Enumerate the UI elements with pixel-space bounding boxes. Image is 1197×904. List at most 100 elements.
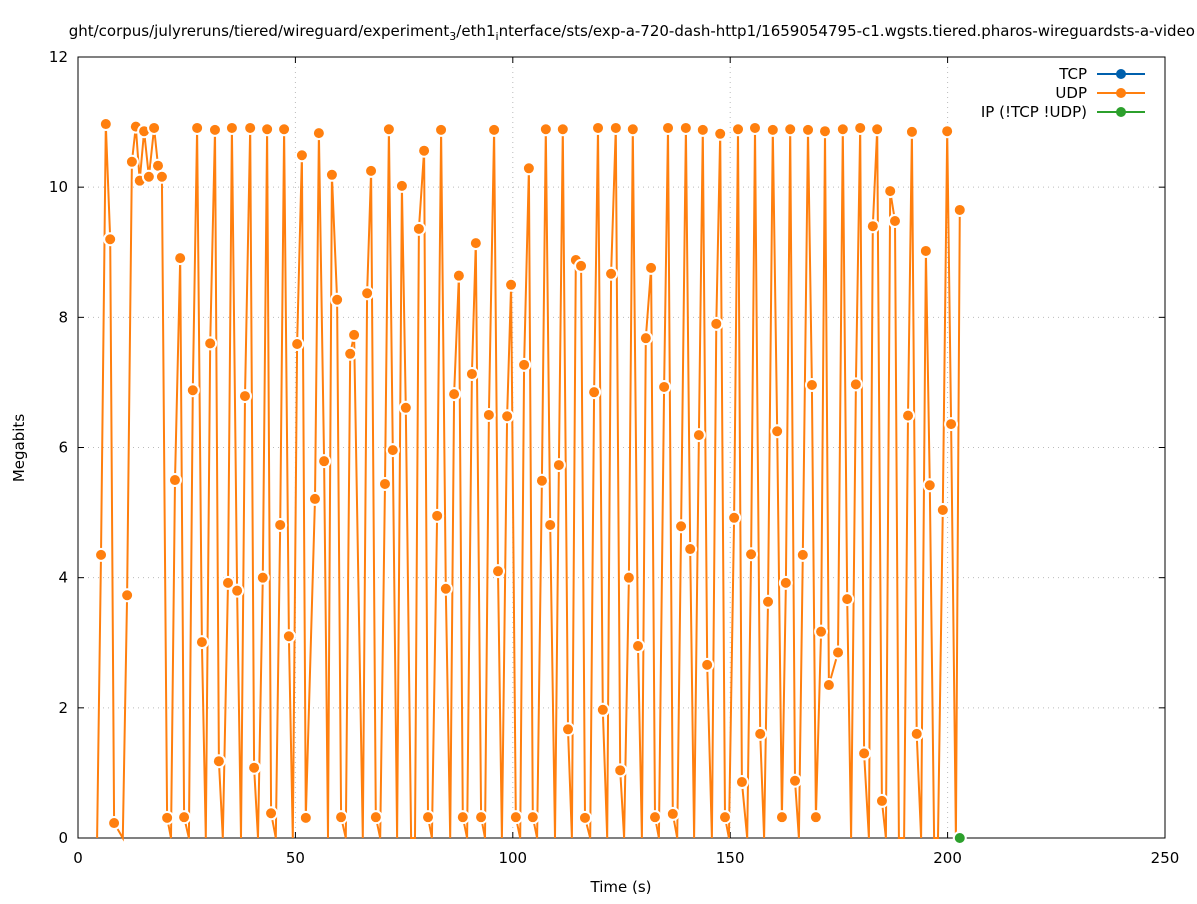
data-point xyxy=(381,122,396,137)
data-point xyxy=(124,154,139,169)
x-axis-label: Time (s) xyxy=(590,878,652,896)
data-point xyxy=(683,542,698,557)
data-point xyxy=(177,810,192,825)
data-point xyxy=(521,161,536,176)
y-tick-label: 2 xyxy=(58,699,68,717)
data-point xyxy=(517,357,532,372)
data-point xyxy=(944,417,959,432)
data-point xyxy=(727,510,742,525)
data-point xyxy=(870,122,885,137)
data-point xyxy=(364,163,379,178)
data-point xyxy=(595,702,610,717)
data-point xyxy=(185,383,200,398)
data-point xyxy=(713,126,728,141)
legend-label: TCP xyxy=(1058,65,1087,83)
axis-ticks: 0 2 4 6 8 10 12 0 50 100 150 200 250 xyxy=(49,48,1179,867)
data-point xyxy=(360,286,375,301)
data-point xyxy=(421,810,436,825)
data-point xyxy=(717,810,732,825)
legend-marker xyxy=(1116,88,1126,98)
data-point xyxy=(770,424,785,439)
data-point xyxy=(922,478,937,493)
data-point xyxy=(904,124,919,139)
data-point xyxy=(237,389,252,404)
data-point xyxy=(290,337,305,352)
data-point xyxy=(500,409,515,424)
data-point xyxy=(631,639,646,654)
data-point xyxy=(438,581,453,596)
x-tick-label: 50 xyxy=(286,849,305,867)
data-point xyxy=(255,570,270,585)
data-point xyxy=(935,502,950,517)
data-point xyxy=(734,775,749,790)
data-point xyxy=(831,645,846,660)
legend-marker xyxy=(1116,107,1126,117)
data-point xyxy=(311,126,326,141)
data-point xyxy=(394,178,409,193)
y-axis-label: Megabits xyxy=(10,414,28,482)
data-point xyxy=(273,517,288,532)
data-point xyxy=(377,476,392,491)
data-point xyxy=(561,722,576,737)
data-point xyxy=(298,810,313,825)
data-point xyxy=(817,124,832,139)
data-point xyxy=(804,378,819,393)
data-point xyxy=(294,148,309,163)
data-point xyxy=(154,169,169,184)
data-point xyxy=(368,810,383,825)
data-point xyxy=(808,810,823,825)
data-point xyxy=(411,221,426,236)
data-point xyxy=(230,583,245,598)
data-point xyxy=(107,816,122,831)
data-point xyxy=(901,408,916,423)
data-point xyxy=(555,122,570,137)
data-point xyxy=(848,377,863,392)
data-point xyxy=(657,379,672,394)
plot-border xyxy=(77,56,1166,839)
legend-label: IP (!TCP !UDP) xyxy=(981,103,1087,121)
data-point xyxy=(801,122,816,137)
data-point xyxy=(474,810,489,825)
data-point xyxy=(625,122,640,137)
data-point xyxy=(103,232,118,247)
x-tick-label: 200 xyxy=(933,849,962,867)
data-point xyxy=(94,547,109,562)
data-point xyxy=(468,236,483,251)
data-point xyxy=(647,810,662,825)
data-point xyxy=(674,519,689,534)
data-point xyxy=(398,400,413,415)
data-point xyxy=(840,592,855,607)
data-point xyxy=(608,120,623,135)
data-point xyxy=(783,122,798,137)
data-point xyxy=(190,120,205,135)
data-point xyxy=(491,564,506,579)
x-tick-label: 250 xyxy=(1151,849,1180,867)
data-point xyxy=(307,491,322,506)
data-point xyxy=(343,346,358,361)
data-point xyxy=(774,810,789,825)
data-point xyxy=(787,773,802,788)
data-point xyxy=(952,202,967,217)
data-point xyxy=(587,385,602,400)
y-tick-label: 0 xyxy=(58,829,68,847)
data-point xyxy=(638,331,653,346)
data-point xyxy=(747,120,762,135)
data-point xyxy=(753,726,768,741)
grid xyxy=(78,57,1165,838)
data-point xyxy=(814,624,829,639)
title-subscript: i xyxy=(496,30,499,43)
data-point xyxy=(203,336,218,351)
data-point xyxy=(574,258,589,273)
data-point xyxy=(487,122,502,137)
data-point xyxy=(504,277,519,292)
x-tick-label: 150 xyxy=(716,849,745,867)
data-point xyxy=(865,219,880,234)
data-point xyxy=(455,810,470,825)
data-point xyxy=(264,806,279,821)
data-point xyxy=(644,260,659,275)
data-point xyxy=(434,122,449,137)
data-point xyxy=(731,122,746,137)
data-point xyxy=(120,588,135,603)
data-point xyxy=(451,268,466,283)
